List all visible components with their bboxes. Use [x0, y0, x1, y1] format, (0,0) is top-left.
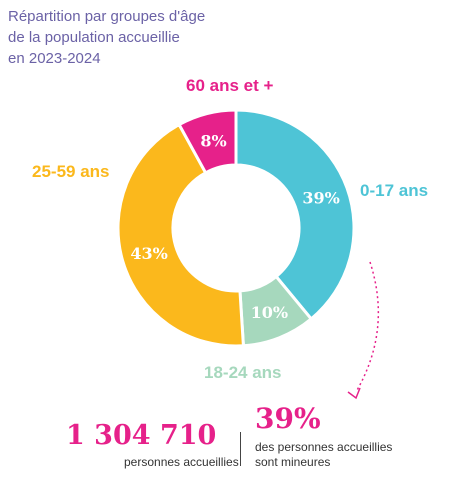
label-25-59: 25-59 ans [32, 162, 110, 181]
label-0-17: 0-17 ans [360, 181, 429, 200]
separator [240, 432, 241, 466]
arrow-head-icon [347, 387, 361, 400]
pct-label-60-plus: 8% [200, 131, 226, 150]
minors-label-1: des personnes accueillies [255, 440, 393, 454]
slice-60-plus [177, 108, 238, 175]
chart-title: Répartition par groupes d'âge de la popu… [8, 6, 248, 69]
label-18-24: 18-24 ans [204, 363, 282, 382]
pct-label-25-59: 43% [130, 244, 167, 263]
arrow-path [355, 261, 380, 393]
title-line-1: Répartition par groupes d'âge [8, 8, 206, 25]
minors-label-2: sont mineures [255, 455, 331, 469]
label-60-plus: 60 ans et + [186, 76, 274, 95]
pct-label-18-24: 10% [251, 303, 288, 322]
slice-25-59 [116, 122, 246, 348]
count-label: personnes accueillies [124, 455, 239, 469]
pct-label-0-17: 39% [302, 188, 339, 207]
title-line-2: de la population accueillie [8, 29, 180, 46]
count-value: 1 304 710 [66, 420, 217, 451]
slice-0-17 [234, 108, 356, 322]
minors-value: 39% [255, 402, 321, 435]
title-line-3: en 2023-2024 [8, 50, 101, 67]
